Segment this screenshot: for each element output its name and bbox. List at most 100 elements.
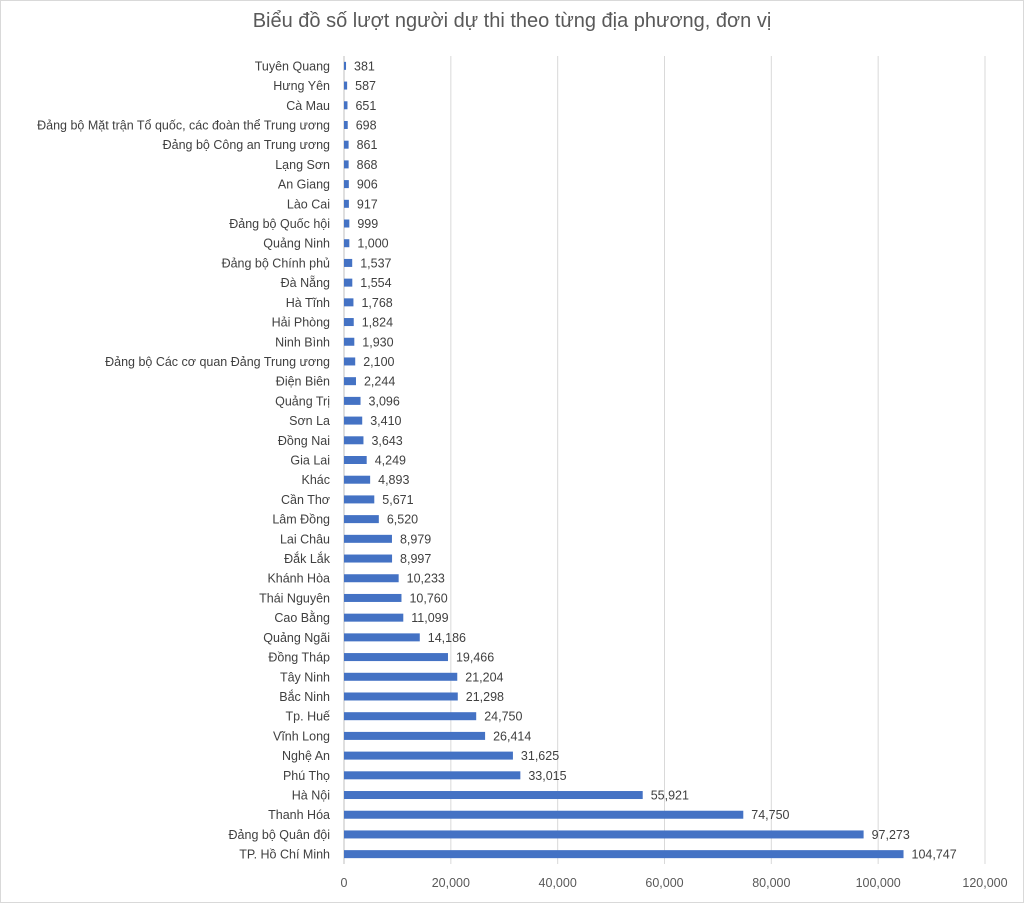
bar [344,278,353,287]
category-label: An Giang [278,178,330,192]
data-label: 587 [355,79,376,93]
data-label: 10,760 [409,591,447,605]
data-label: 4,893 [378,473,409,487]
category-label: TP. Hồ Chí Minh [239,848,330,862]
data-label: 3,096 [369,394,400,408]
data-label: 104,747 [912,848,957,862]
data-label: 74,750 [751,808,789,822]
category-label: Bắc Ninh [279,689,330,704]
bar [344,81,348,90]
category-label: Lâm Đồng [272,513,330,527]
category-label: Đảng bộ Quân đội [229,828,330,842]
data-label: 3,410 [370,414,401,428]
category-label: Quảng Ngãi [263,631,330,645]
category-label: Hà Nội [292,789,330,803]
category-label: Đắk Lắk [284,551,331,566]
bar [344,456,367,464]
chart-title: Biểu đồ số lượt người dự thi theo từng đ… [252,10,772,32]
bar [344,318,354,327]
bar [344,574,399,583]
bar [344,692,458,701]
bar [344,850,904,859]
data-label: 999 [357,217,378,231]
category-label: Hải Phòng [272,316,330,330]
x-tick-label: 40,000 [539,876,577,890]
data-label: 55,921 [651,789,689,803]
bar [344,771,521,780]
bar [344,239,350,248]
data-label: 1,768 [361,296,392,310]
category-label: Thái Nguyên [259,591,330,605]
data-label: 24,750 [484,710,522,724]
bar [344,810,744,819]
bar [344,731,486,740]
bar [344,495,375,504]
bar [344,357,356,366]
bar [344,160,349,169]
bar [344,830,864,839]
bar [344,593,402,602]
data-label: 2,100 [363,355,394,369]
category-label: Cần Thơ [281,493,330,507]
data-label: 10,233 [407,572,445,586]
data-label: 8,997 [400,552,431,566]
bar [344,791,643,800]
data-label: 1,930 [362,335,393,349]
category-label: Sơn La [289,414,330,428]
data-label: 917 [357,197,378,211]
bar [344,653,448,662]
bar [344,633,420,642]
category-label: Cà Mau [286,99,330,113]
data-label: 26,414 [493,729,531,743]
data-label: 906 [357,178,378,192]
category-label: Quảng Trị [275,394,330,408]
data-label: 651 [355,99,376,113]
data-label: 6,520 [387,513,418,527]
bar [344,475,371,484]
category-label: Ninh Bình [275,335,330,349]
data-label: 1,824 [362,316,393,330]
data-label: 11,099 [411,611,448,625]
data-label: 698 [356,118,377,132]
data-label: 21,298 [466,690,504,704]
data-label: 381 [354,59,375,73]
category-label: Đảng bộ Công an Trung ương [163,138,330,152]
bar [344,534,392,543]
data-label: 33,015 [528,769,566,783]
category-label: Đồng Nai [278,434,330,448]
data-label: 31,625 [521,749,559,763]
category-label: Lạng Sơn [275,158,330,172]
data-label: 1,554 [360,276,391,290]
category-label: Cao Bằng [274,610,330,625]
bar [344,61,347,70]
bar [344,258,353,267]
category-label: Đảng bộ Mặt trận Tổ quốc, các đoàn thể T… [37,118,330,132]
data-label: 861 [357,138,378,152]
x-tick-label: 100,000 [856,876,901,890]
category-label: Lai Châu [280,532,330,546]
data-label: 21,204 [465,670,503,684]
category-label: Hưng Yên [273,79,330,93]
x-tick-label: 80,000 [752,876,790,890]
data-label: 5,671 [382,493,413,507]
category-label: Hà Tĩnh [286,296,330,310]
category-label: Nghệ An [282,749,330,763]
bar [344,712,477,721]
bar [344,396,361,405]
category-label: Quảng Ninh [263,237,330,251]
bar [344,377,356,386]
data-label: 19,466 [456,651,494,665]
data-label: 1,537 [360,256,391,270]
bar [344,140,349,149]
bar [344,199,349,208]
data-label: 868 [357,158,378,172]
data-label: 8,979 [400,532,431,546]
category-label: Phú Thọ [283,769,330,783]
category-label: Điện Biên [276,375,330,389]
bar [344,120,348,129]
data-label: 3,643 [371,434,402,448]
data-label: 14,186 [428,631,466,645]
category-label: Đồng Tháp [268,651,330,665]
x-tick-label: 20,000 [432,876,470,890]
